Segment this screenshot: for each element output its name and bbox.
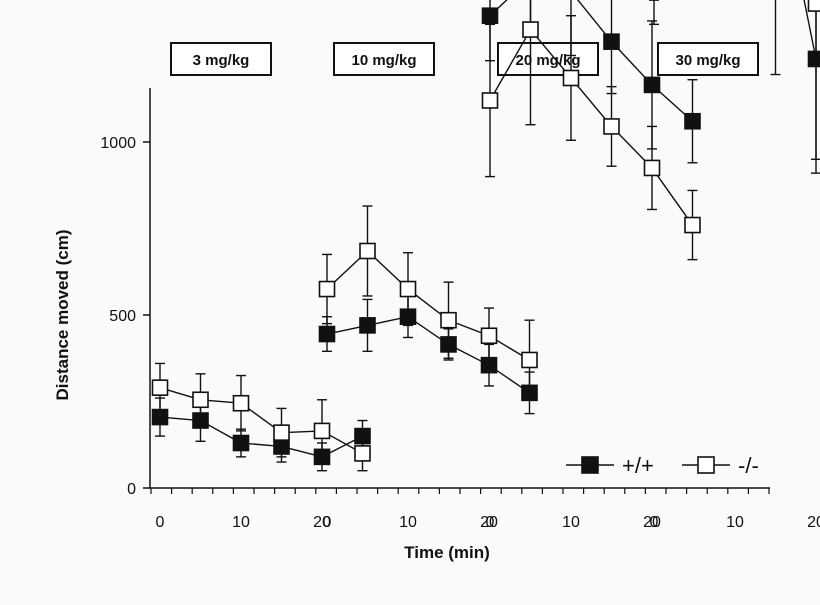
x-tick-label: 0: [156, 514, 165, 531]
open-square-marker: [521, 351, 538, 369]
series-wildtype-panel-4: [649, 0, 820, 174]
filled-square-marker: [481, 7, 499, 25]
open-square-marker: [697, 456, 715, 474]
open-square-marker: [354, 445, 371, 462]
dose-label-box: [657, 42, 759, 76]
series-line: [159, 386, 363, 455]
open-square-marker: [318, 280, 336, 298]
x-tick-label: 10: [726, 514, 744, 531]
x-tick-label: 10: [232, 514, 250, 531]
open-square-marker: [313, 422, 331, 440]
dose-label: 10 mg/kg: [351, 52, 416, 69]
open-square-marker: [192, 391, 209, 409]
open-square-marker: [522, 21, 539, 38]
open-square-marker: [603, 118, 620, 135]
dose-label: 3 mg/kg: [193, 52, 250, 69]
open-square-marker: [562, 69, 580, 87]
open-square-marker: [359, 242, 376, 260]
open-square-marker: [273, 424, 290, 441]
series-wildtype-panel-3: [481, 0, 701, 164]
open-square-marker: [480, 327, 498, 345]
legend-label: +/+: [622, 453, 654, 478]
filled-square-marker: [359, 317, 376, 334]
series-knockout-panel-4: [649, 0, 820, 161]
filled-square-marker: [603, 33, 620, 50]
filled-square-marker: [684, 112, 701, 130]
open-square-marker: [440, 311, 457, 329]
x-tick-label: 20: [643, 514, 661, 531]
x-tick-label: 0: [650, 514, 659, 531]
x-axis-label: Time (min): [404, 543, 490, 562]
dose-panel-labels: 3 mg/kg 10 mg/kg 20 mg/kg 30 mg/kg: [170, 42, 759, 76]
open-square-marker: [232, 394, 250, 412]
series-wildtype-panel-1: [151, 397, 371, 472]
dose-label-box: [170, 42, 272, 76]
x-tick-label: 20: [313, 514, 331, 531]
y-axis: 0500100015002000: [100, 88, 151, 498]
filled-square-marker: [232, 434, 250, 452]
filled-square-marker: [318, 325, 336, 343]
dose-label: 20 mg/kg: [515, 52, 580, 69]
x-axis: 01020010200102001020: [150, 487, 820, 531]
series-knockout-panel-3: [481, 0, 701, 261]
open-square-marker: [151, 379, 169, 396]
x-tick-label: 10: [399, 514, 417, 531]
dose-label-box: [333, 42, 435, 76]
filled-square-marker: [581, 456, 599, 474]
series-knockout-panel-1: [151, 362, 371, 472]
dose-label: 30 mg/kg: [675, 52, 740, 69]
legend: +/+ -/-: [566, 453, 759, 478]
x-tick-label: 0: [486, 514, 495, 531]
series-line: [326, 250, 530, 361]
y-tick-label: 0: [127, 481, 136, 498]
y-tick-label: 500: [109, 308, 136, 325]
series-wildtype-panel-2: [318, 295, 538, 415]
filled-square-marker: [807, 50, 820, 68]
open-square-marker: [481, 92, 499, 109]
open-square-marker: [684, 216, 701, 234]
legend-label: -/-: [738, 453, 759, 478]
series-line: [489, 28, 694, 226]
y-axis-label: Distance moved (cm): [53, 230, 72, 401]
series-line: [326, 315, 530, 394]
legend-entry-wildtype: +/+: [566, 453, 654, 478]
open-square-marker: [807, 0, 820, 12]
dose-label-box: [497, 42, 599, 76]
x-tick-label: 20: [480, 514, 498, 531]
x-tick-label: 10: [562, 514, 580, 531]
series-knockout-panel-2: [318, 205, 538, 401]
open-square-marker: [399, 280, 417, 298]
legend-entry-knockout: -/-: [682, 453, 759, 478]
data-series: [151, 0, 820, 472]
open-square-marker: [643, 159, 661, 177]
y-tick-label: 1000: [100, 135, 136, 152]
x-tick-label: 20: [807, 514, 820, 531]
filled-square-marker: [643, 76, 661, 94]
x-tick-label: 0: [323, 514, 332, 531]
